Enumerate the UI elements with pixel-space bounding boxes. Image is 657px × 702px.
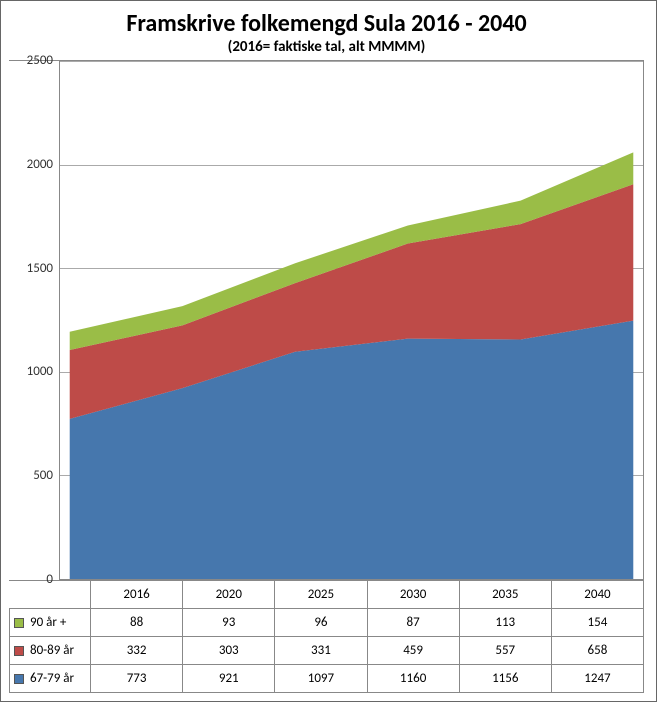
value-cell: 1247 [552,665,644,692]
category-cell: 2040 [552,581,644,608]
value-cells: 332303331459557658 [91,637,644,664]
legend-label: 90 år + [30,615,66,630]
series-row: 80-89 år 332303331459557658 [9,636,644,664]
category-cell: 2025 [275,581,367,608]
value-cell: 1156 [460,665,552,692]
y-axis: 25002000150010005000 [9,61,59,580]
legend-label: 80-89 år [30,643,74,658]
value-cell: 331 [275,637,367,664]
category-cell: 2035 [460,581,552,608]
value-cell: 658 [552,637,644,664]
legend-marker [14,674,24,684]
value-cells: 7739211097116011561247 [91,665,644,692]
legend-marker [14,646,24,656]
value-cell: 1097 [275,665,367,692]
value-cell: 332 [91,637,183,664]
data-table: 201620202025203020352040 90 år + 88939687… [9,580,644,693]
plot-and-table: 25002000150010005000 2016202020252030203… [9,60,644,693]
table-header-row: 201620202025203020352040 [9,580,644,608]
value-cell: 921 [183,665,275,692]
value-cell: 88 [91,609,183,636]
value-cell: 113 [460,609,552,636]
value-cell: 154 [552,609,644,636]
legend-cell: 90 år + [9,609,91,636]
stacked-area-svg [60,61,643,579]
value-cell: 557 [460,637,552,664]
series-row: 67-79 år 7739211097116011561247 [9,664,644,693]
value-cell: 93 [183,609,275,636]
value-cell: 1160 [368,665,460,692]
chart-container: Framskrive folkemengd Sula 2016 - 2040 (… [0,0,657,702]
value-cell: 303 [183,637,275,664]
value-cells: 88939687113154 [91,609,644,636]
category-cell: 2016 [91,581,183,608]
plot-row: 25002000150010005000 [9,61,644,580]
category-cell: 2030 [368,581,460,608]
series-row: 90 år + 88939687113154 [9,608,644,636]
plot-area [59,61,644,580]
legend-label: 67-79 år [30,671,74,686]
legend-cell: 80-89 år [9,637,91,664]
value-cell: 96 [275,609,367,636]
chart-subtitle: (2016= faktiske tal, alt MMMM) [9,38,644,56]
chart-title: Framskrive folkemengd Sula 2016 - 2040 [9,9,644,38]
category-cells: 201620202025203020352040 [91,581,644,608]
legend-marker [14,618,24,628]
legend-cell: 67-79 år [9,665,91,692]
category-cell: 2020 [183,581,275,608]
value-cell: 87 [368,609,460,636]
title-block: Framskrive folkemengd Sula 2016 - 2040 (… [9,9,644,56]
value-cell: 459 [368,637,460,664]
value-cell: 773 [91,665,183,692]
